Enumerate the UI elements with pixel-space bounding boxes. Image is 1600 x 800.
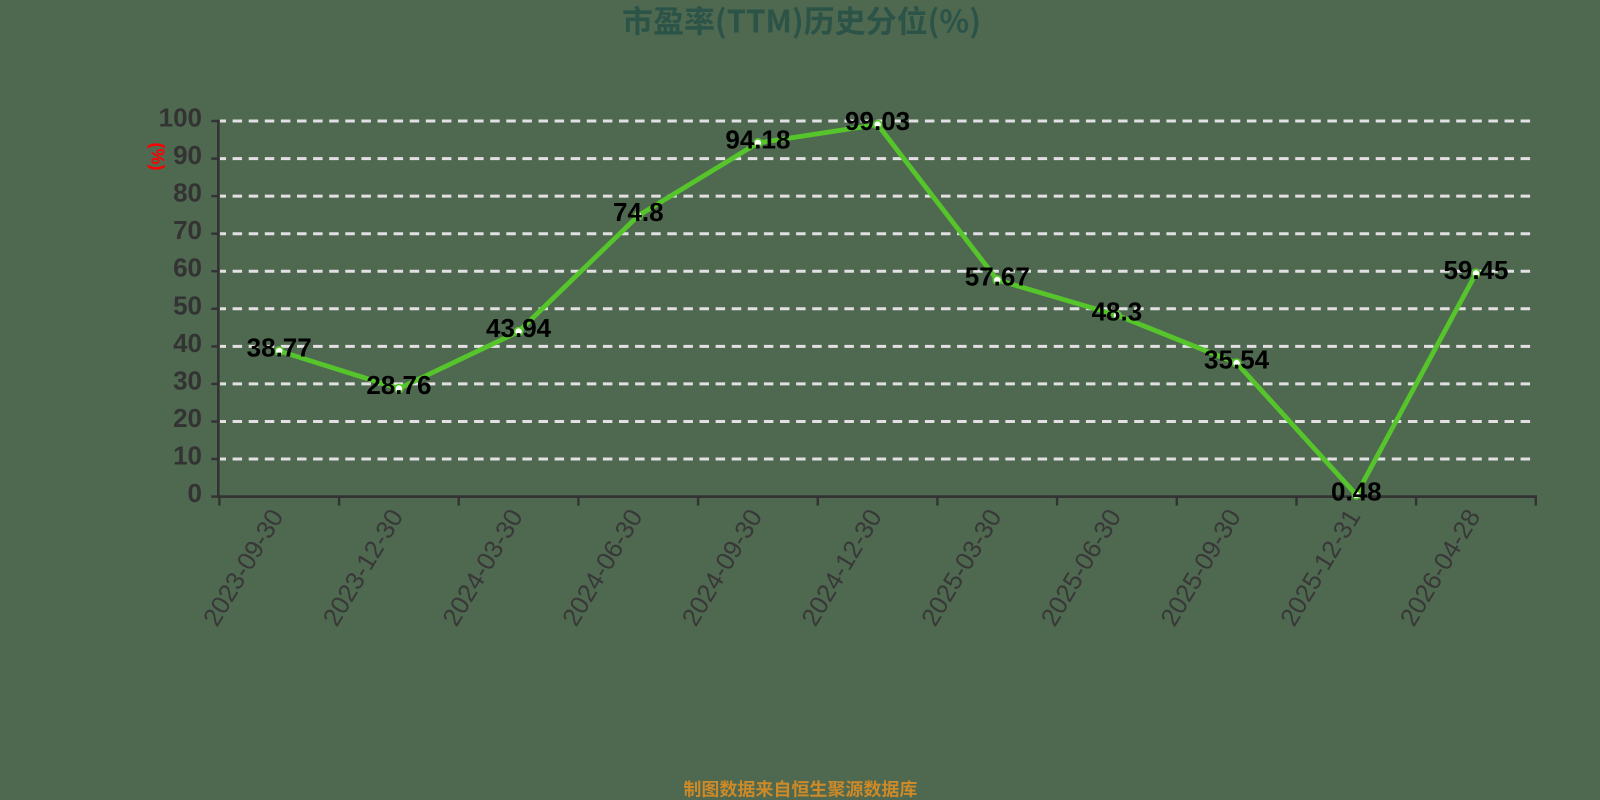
svg-text:99.03: 99.03 <box>845 106 910 136</box>
svg-text:38.77: 38.77 <box>247 333 312 363</box>
svg-text:80: 80 <box>173 178 202 208</box>
svg-text:74.8: 74.8 <box>613 197 664 227</box>
svg-text:35.54: 35.54 <box>1204 345 1270 375</box>
svg-text:60: 60 <box>173 253 202 283</box>
svg-text:50: 50 <box>173 290 202 320</box>
svg-text:(%): (%) <box>148 143 168 171</box>
svg-text:30: 30 <box>173 365 202 395</box>
svg-text:59.45: 59.45 <box>1443 255 1508 285</box>
svg-text:28.76: 28.76 <box>366 370 431 400</box>
svg-text:94.18: 94.18 <box>725 124 790 154</box>
svg-text:0: 0 <box>188 478 202 508</box>
svg-text:20: 20 <box>173 403 202 433</box>
svg-text:70: 70 <box>173 215 202 245</box>
svg-text:0.48: 0.48 <box>1331 476 1382 506</box>
svg-text:10: 10 <box>173 441 202 471</box>
svg-text:43.94: 43.94 <box>486 313 552 343</box>
svg-text:100: 100 <box>159 103 202 133</box>
svg-text:57.67: 57.67 <box>965 262 1030 292</box>
svg-text:90: 90 <box>173 140 202 170</box>
svg-text:48.3: 48.3 <box>1092 297 1143 327</box>
svg-text:40: 40 <box>173 328 202 358</box>
